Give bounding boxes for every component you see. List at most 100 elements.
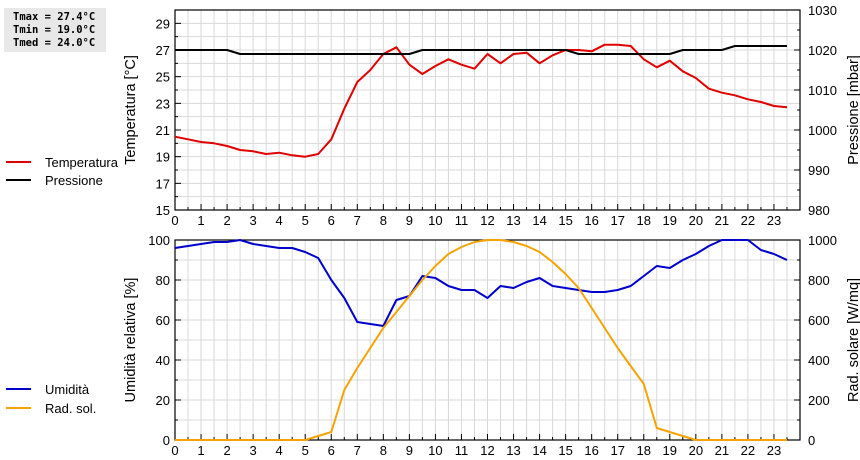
y-tick-label-right: 1000 (808, 123, 837, 138)
legend-item-pressione: Pressione (6, 171, 118, 189)
legend-swatch-umidita (6, 388, 31, 390)
legend-item-rad-sol: Rad. sol. (6, 400, 97, 416)
humidity-radiation-chart: 0 1 2 3 4 5 6 7 8 9 10 11 12 13 14 15 16 17 18 19 20 21 22 2302… (123, 233, 860, 458)
x-tick-label: 20 (689, 443, 703, 458)
tmax-label: Tmax = 27.4°C (13, 11, 96, 23)
x-tick-label: 1 (197, 443, 204, 458)
y-tick-label-left: 21 (156, 123, 170, 138)
x-tick-label: 23 (767, 443, 781, 458)
legend-swatch-temperatura (6, 161, 31, 163)
x-tick-label: 20 (689, 213, 703, 228)
x-tick-label: 9 (406, 213, 413, 228)
y-tick-label-left: 29 (156, 16, 170, 31)
x-tick-label: 0 (171, 443, 178, 458)
x-tick-label: 6 (328, 443, 335, 458)
x-tick-label: 19 (663, 213, 677, 228)
legend-label: Rad. sol. (45, 400, 97, 416)
y-tick-label-left: 15 (156, 203, 170, 218)
x-tick-label: 16 (584, 443, 598, 458)
x-tick-label: 4 (276, 443, 283, 458)
x-tick-label: 3 (250, 213, 257, 228)
y-tick-label-right: 200 (808, 393, 830, 408)
x-tick-label: 21 (715, 213, 729, 228)
x-tick-label: 0 (171, 213, 178, 228)
x-tick-label: 10 (428, 443, 442, 458)
tmed-label: Tmed = 24.0°C (13, 37, 96, 49)
y-tick-label-right: 600 (808, 313, 830, 328)
legend-item-umidita: Umidità (6, 377, 96, 401)
y-axis-title-left: Temperatura [°C] (123, 55, 139, 165)
x-tick-label: 12 (480, 443, 494, 458)
tmin-label: Tmin = 19.0°C (13, 24, 96, 36)
y-tick-label-left: 27 (156, 43, 170, 58)
x-tick-label: 14 (532, 213, 546, 228)
legend-label: Temperatura (45, 154, 118, 170)
y-tick-label-right: 990 (808, 163, 830, 178)
x-tick-label: 17 (610, 443, 624, 458)
x-tick-label: 2 (223, 443, 230, 458)
y-axis-title-right: Pressione [mbar] (846, 55, 860, 165)
legend-label: Umidità (45, 381, 90, 397)
y-tick-label-left: 23 (156, 96, 170, 111)
x-tick-label: 9 (406, 443, 413, 458)
x-tick-label: 3 (250, 443, 257, 458)
legend-swatch-rad-sol (6, 407, 31, 409)
series-line-pressione (175, 45, 787, 55)
y-tick-label-left: 17 (156, 176, 170, 191)
y-axis-title-left: Umidità relativa [%] (123, 278, 139, 403)
x-tick-label: 10 (428, 213, 442, 228)
x-tick-label: 11 (455, 443, 469, 458)
y-tick-label-left: 19 (156, 150, 170, 165)
legend-bottom: Umidità Rad. sol. (6, 377, 97, 416)
legend-label: Pressione (45, 172, 103, 188)
y-tick-label-left: 100 (148, 233, 170, 248)
y-tick-label-right: 800 (808, 273, 830, 288)
x-tick-label: 5 (302, 443, 309, 458)
y-tick-label-left: 40 (156, 353, 170, 368)
x-tick-label: 12 (480, 213, 494, 228)
x-tick-label: 7 (354, 443, 361, 458)
x-tick-label: 15 (558, 443, 572, 458)
series-line-temperatura (174, 43, 788, 158)
series-line-rad-sol- (175, 239, 787, 441)
y-tick-label-right: 1030 (808, 3, 837, 18)
x-tick-label: 19 (663, 443, 677, 458)
x-tick-label: 6 (328, 213, 335, 228)
x-tick-label: 2 (223, 213, 230, 228)
x-tick-label: 17 (610, 213, 624, 228)
x-tick-label: 5 (302, 213, 309, 228)
x-tick-label: 4 (276, 213, 283, 228)
x-tick-label: 16 (584, 213, 598, 228)
x-tick-label: 1 (197, 213, 204, 228)
x-tick-label: 11 (455, 213, 469, 228)
temperature-stats-box: Tmax = 27.4°C Tmin = 19.0°C Tmed = 24.0°… (4, 8, 106, 52)
x-tick-label: 22 (741, 443, 755, 458)
x-tick-label: 21 (715, 443, 729, 458)
y-tick-label-left: 25 (156, 70, 170, 85)
y-tick-label-right: 1010 (808, 83, 837, 98)
legend-swatch-pressione (6, 179, 31, 181)
x-tick-label: 18 (637, 443, 651, 458)
temperature-pressure-chart: 0 1 2 3 4 5 6 7 8 9 10 11 12 13 14 15 16 17 18 19 20 21 22 2315… (123, 3, 860, 228)
x-tick-label: 13 (506, 213, 520, 228)
x-tick-label: 18 (637, 213, 651, 228)
x-tick-label: 7 (354, 213, 361, 228)
x-tick-label: 22 (741, 213, 755, 228)
x-tick-label: 14 (532, 443, 546, 458)
legend-top: Temperatura Pressione (6, 153, 118, 189)
y-tick-label-right: 1000 (808, 233, 837, 248)
y-tick-label-left: 20 (156, 393, 170, 408)
y-tick-label-right: 980 (808, 203, 830, 218)
y-tick-label-left: 0 (163, 433, 170, 448)
y-tick-label-left: 80 (156, 273, 170, 288)
x-tick-label: 13 (506, 443, 520, 458)
x-tick-label: 8 (380, 213, 387, 228)
y-tick-label-right: 0 (808, 433, 815, 448)
x-tick-label: 15 (558, 213, 572, 228)
series-line-umidit- (174, 239, 788, 327)
y-tick-label-right: 1020 (808, 43, 837, 58)
y-axis-title-right: Rad. solare [W/mq] (846, 278, 860, 402)
y-tick-label-left: 60 (156, 313, 170, 328)
x-tick-label: 23 (767, 213, 781, 228)
